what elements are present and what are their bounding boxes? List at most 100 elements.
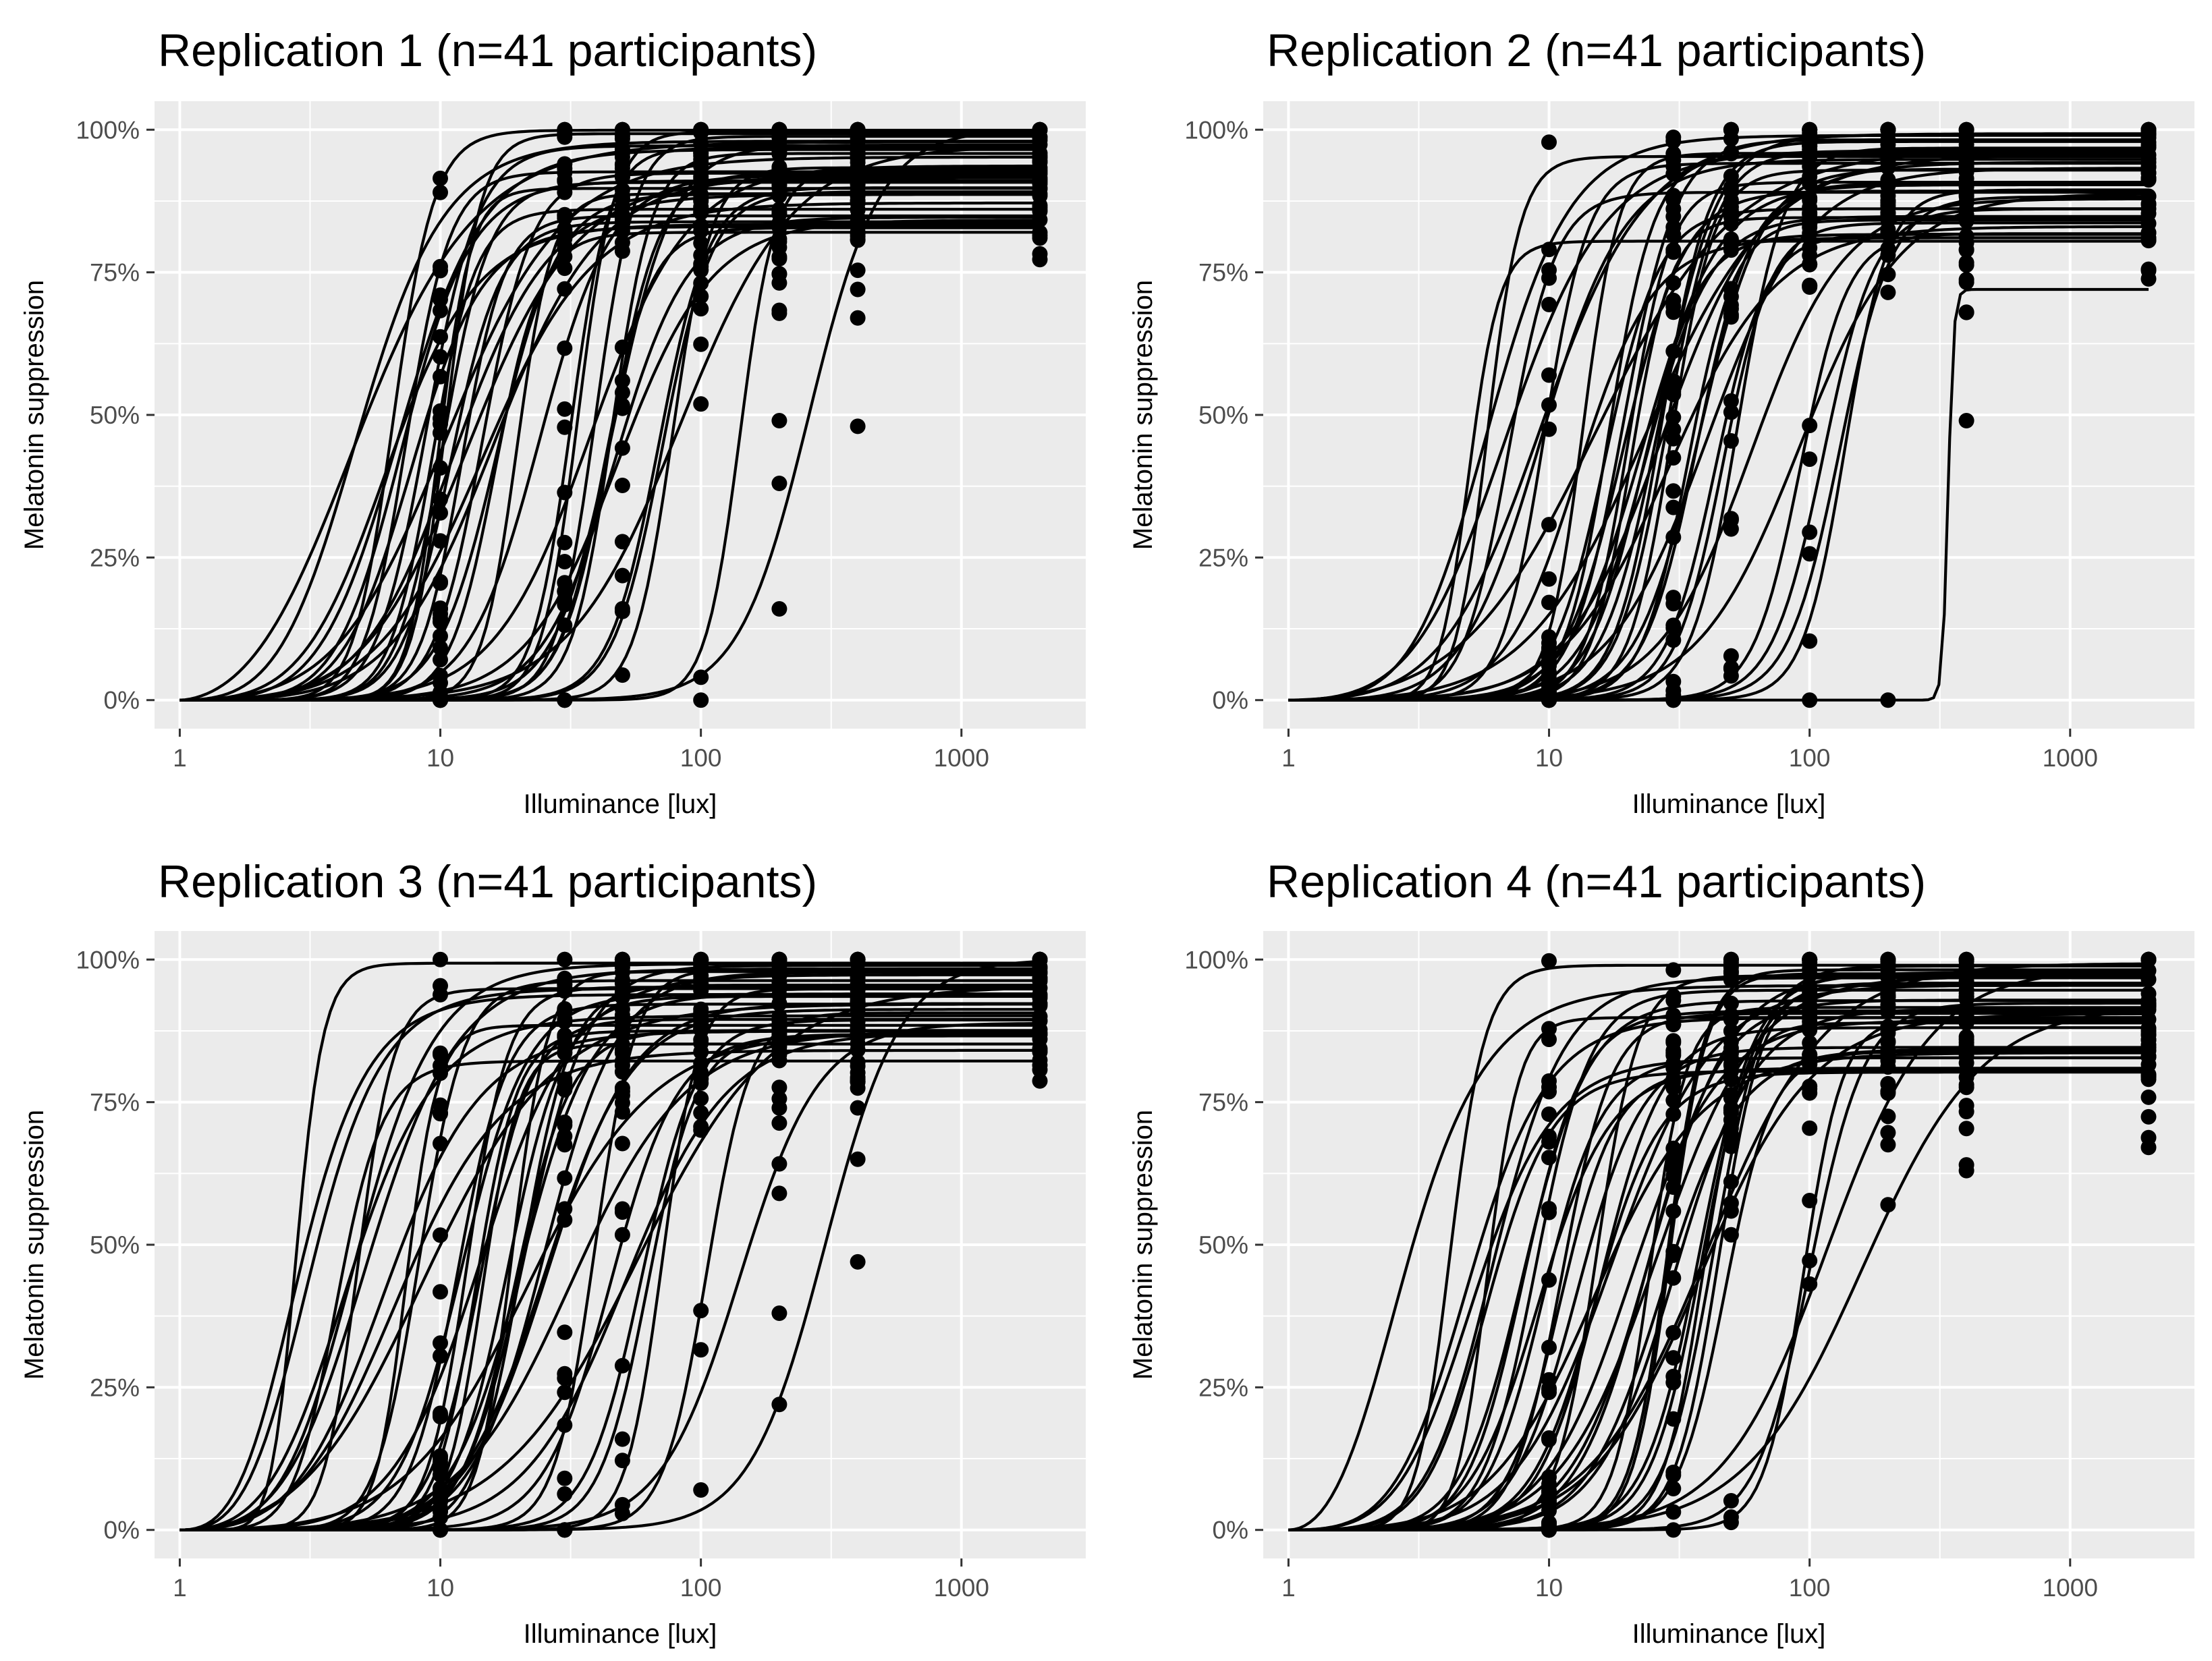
data-point: [1665, 590, 1682, 606]
fit-curve: [179, 973, 1040, 1531]
data-point: [1880, 1137, 1896, 1153]
data-point: [1958, 202, 1974, 218]
data-point: [850, 228, 866, 244]
data-point: [1802, 1078, 1818, 1094]
data-point: [614, 210, 630, 227]
data-point: [771, 996, 787, 1012]
data-point: [614, 567, 630, 584]
data-point: [1802, 1120, 1818, 1136]
plot-area: 1 10 100 1000 0% 25% 50% 75% 100%: [76, 931, 1086, 1602]
data-point: [693, 187, 709, 203]
data-point: [2140, 1057, 2157, 1073]
data-point: [2140, 963, 2157, 979]
data-point: [1958, 121, 1974, 138]
x-tick-label: 100: [1789, 1574, 1831, 1602]
data-point: [850, 172, 866, 188]
data-point: [1665, 1247, 1682, 1263]
data-point: [1880, 247, 1896, 263]
data-point: [557, 692, 573, 708]
data-point: [1032, 1013, 1048, 1029]
data-point: [1958, 1098, 1974, 1114]
data-point: [1958, 272, 1974, 287]
data-point: [557, 1384, 573, 1401]
data-point: [433, 614, 448, 630]
x-axis-label: Illuminance [lux]: [524, 789, 717, 819]
data-point: [557, 1486, 573, 1502]
data-point: [771, 1185, 787, 1202]
data-point: [1802, 955, 1818, 971]
data-point: [693, 199, 709, 215]
data-point: [614, 121, 630, 138]
data-point: [1665, 130, 1682, 145]
data-point: [1665, 430, 1682, 447]
data-point: [1723, 237, 1739, 253]
y-axis-label: Melatonin suppression: [1128, 280, 1158, 550]
data-point: [1541, 1150, 1557, 1166]
data-point: [1958, 242, 1974, 258]
data-point: [2140, 997, 2157, 1013]
data-point: [433, 1097, 448, 1113]
data-point: [1541, 953, 1557, 969]
data-point: [557, 340, 573, 356]
data-point: [1802, 967, 1818, 983]
data-point: [1802, 1035, 1818, 1051]
data-point: [1665, 188, 1682, 204]
data-point: [1958, 989, 1974, 1005]
y-tick-label: 25%: [90, 544, 140, 571]
data-point: [614, 959, 630, 976]
data-point: [2140, 196, 2157, 212]
data-point: [771, 601, 787, 617]
x-tick-label: 1: [173, 1574, 187, 1602]
fit-curve: [179, 1059, 1040, 1531]
y-tick-label: 0%: [104, 1517, 140, 1544]
panel-1: Replication 1 (n=41 participants) 1 10 100…: [20, 25, 1086, 819]
y-tick-label: 50%: [1198, 401, 1248, 429]
data-point: [693, 1105, 709, 1121]
data-point: [557, 1115, 573, 1130]
data-point: [1665, 692, 1682, 708]
data-point: [1958, 1043, 1974, 1059]
data-point: [1958, 962, 1974, 978]
data-point: [1802, 277, 1818, 293]
data-point: [1665, 483, 1682, 499]
data-point: [1723, 168, 1739, 184]
data-point: [1880, 1108, 1896, 1125]
data-point: [1723, 281, 1739, 297]
data-point: [693, 669, 709, 685]
data-point: [850, 1100, 866, 1116]
data-point: [614, 534, 630, 550]
data-point: [1880, 692, 1896, 708]
data-point: [2140, 1139, 2157, 1156]
data-point: [1880, 212, 1896, 227]
data-point: [1723, 121, 1739, 138]
data-point: [1665, 201, 1682, 217]
data-point: [1958, 179, 1974, 195]
data-point: [1665, 1324, 1682, 1341]
data-point: [771, 1305, 787, 1321]
data-point: [693, 247, 709, 263]
data-point: [771, 142, 787, 159]
data-point: [1541, 1032, 1557, 1048]
fit-curve: [179, 986, 1040, 1531]
data-point: [433, 1522, 448, 1538]
data-point: [614, 160, 630, 176]
data-point: [693, 1035, 709, 1051]
fit-curve: [179, 155, 1040, 702]
data-point: [1802, 219, 1818, 235]
data-point: [771, 266, 787, 282]
data-point: [1665, 166, 1682, 182]
data-point: [1880, 192, 1896, 208]
data-point: [1541, 134, 1557, 150]
data-point: [614, 339, 630, 356]
data-point: [433, 1454, 448, 1470]
y-tick-label: 0%: [1213, 687, 1248, 714]
y-tick-label: 50%: [90, 401, 140, 429]
data-point: [433, 1284, 448, 1300]
data-point: [1880, 284, 1896, 300]
data-point: [1541, 641, 1557, 657]
y-tick-label: 75%: [90, 259, 140, 287]
fit-curve: [179, 201, 1040, 702]
fit-curve: [1288, 1067, 2149, 1531]
data-point: [1665, 1168, 1682, 1184]
